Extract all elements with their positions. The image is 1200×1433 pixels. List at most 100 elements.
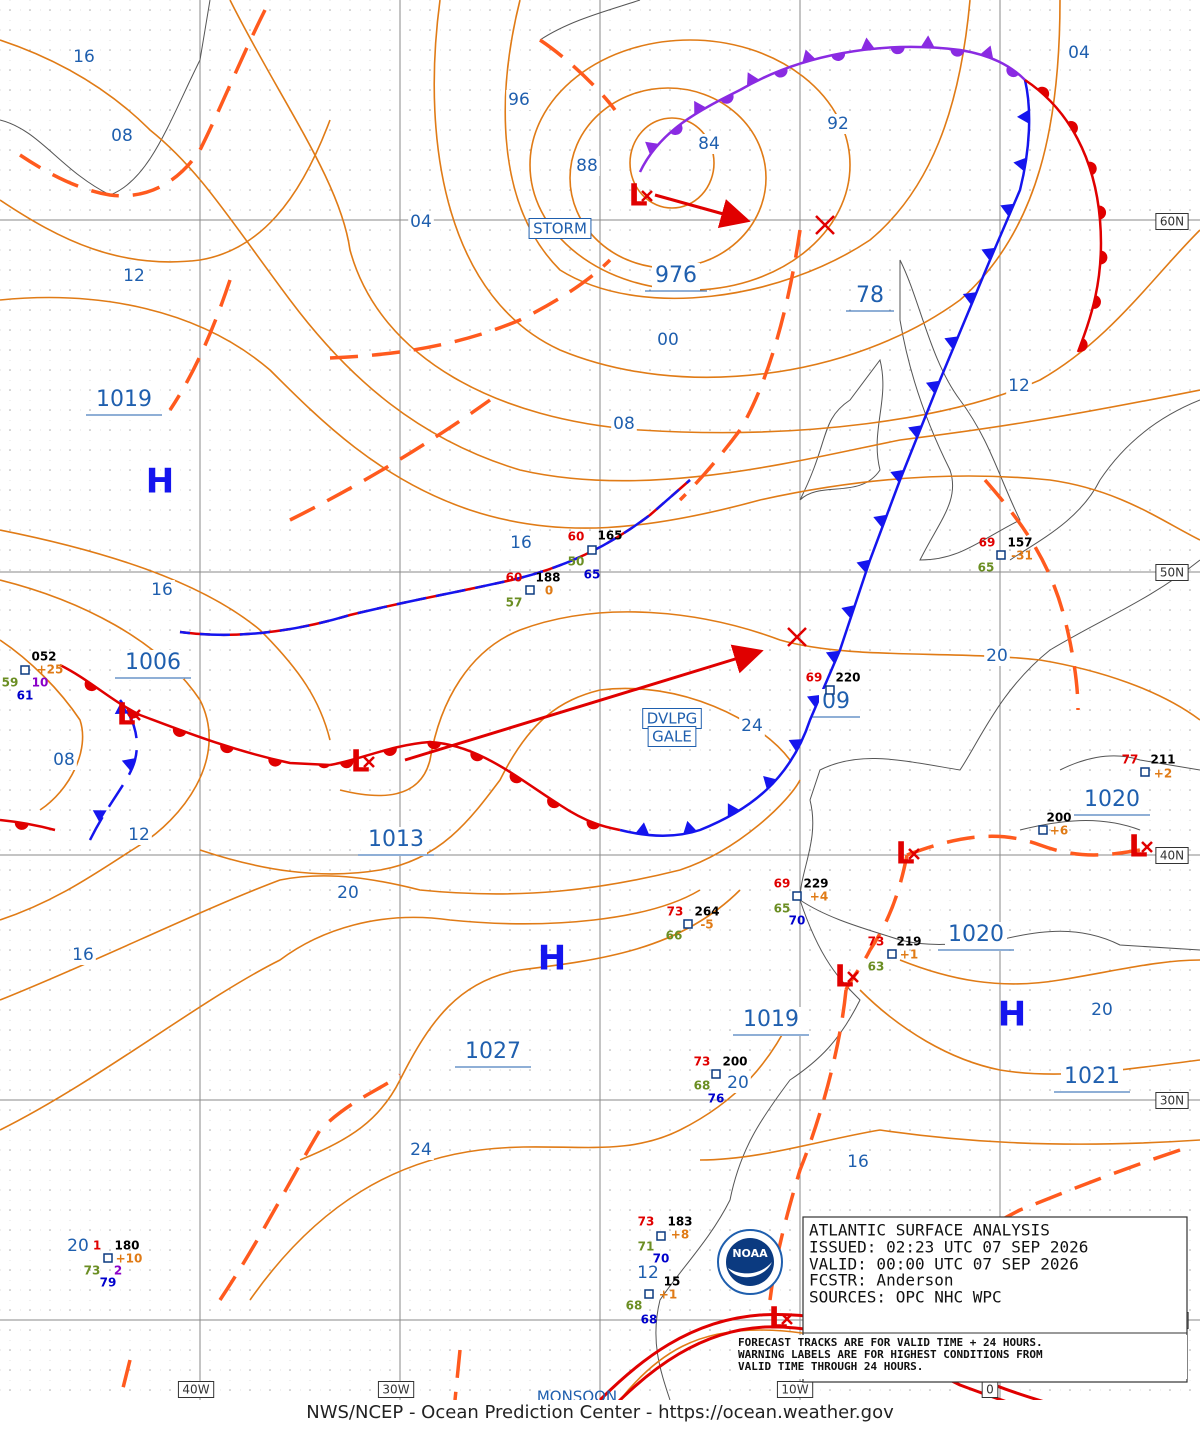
station-value: 73 [84,1264,101,1278]
isobar-label: 96 [508,90,530,110]
station-value: 70 [653,1252,670,1266]
station-value: 200 [722,1055,747,1069]
info-forecaster: FCSTR: Anderson [809,1271,954,1290]
station-value: 77 [1122,753,1139,767]
label-box [177,1381,215,1398]
front-triangle [788,739,803,752]
center-pressure: 1006 [125,650,181,675]
front-semicircle [339,759,354,769]
station-value: 73 [694,1055,711,1069]
info-issued: ISSUED: 02:23 UTC 07 SEP 2026 [809,1238,1088,1257]
graticule-label: 30N [1160,1094,1184,1108]
station-value: +4 [810,890,828,904]
label-bg [1006,376,1032,396]
front-triangle [841,605,855,619]
front-semicircle [890,47,905,55]
station-marker [792,891,802,901]
low-center: L [116,698,135,733]
label-bg [1066,43,1092,63]
station-value: 70 [789,914,806,928]
front-triangle [802,49,816,63]
low-x [781,1313,793,1325]
low-center: L [895,837,914,872]
label-bg [655,330,681,350]
front-semicircle [84,680,98,692]
label-bg [574,156,600,176]
isobar-label: 12 [637,1263,659,1283]
station-value: +6 [1050,824,1068,838]
station-marker [825,685,835,695]
isobar-label: 16 [151,580,173,600]
front-semicircle [547,797,560,809]
front-semicircle [317,764,330,769]
label-bg [121,266,147,286]
low-center: L [628,179,647,214]
station-value: 50 [568,555,585,569]
isobar-label: 84 [698,134,720,154]
label-bg [126,825,152,845]
isobar-label: 24 [410,1140,432,1160]
station-value: -5 [700,918,713,932]
station-marker [1140,767,1150,777]
isobar-label: 92 [827,114,849,134]
station-marker [887,949,897,959]
note-line: FORECAST TRACKS ARE FOR VALID TIME + 24 … [738,1336,1043,1349]
high-center: H [998,995,1026,1035]
label-bg [408,212,434,232]
low-center: L [768,1302,787,1337]
front-semicircle [586,820,601,830]
center-pressure: 1019 [96,387,152,412]
station-marker [644,1289,654,1299]
isobar-label: 16 [510,533,532,553]
isobar-label: 00 [657,330,679,350]
label-bg [71,47,97,67]
front-semicircle [670,123,683,136]
troughs [19,9,1181,1401]
front-triangle [635,822,650,836]
front-triangle [920,35,935,48]
center-pressure: 78 [856,283,884,308]
station-value: 220 [835,671,860,685]
station-value: 165 [597,529,622,543]
low-center: L [350,745,369,780]
graticule-label: 60N [1160,215,1184,229]
info-valid: VALID: 00:00 UTC 07 SEP 2026 [809,1255,1079,1274]
info-sources: SOURCES: OPC NHC WPC [809,1288,1002,1307]
station-value: 15 [664,1275,681,1289]
label-bg [51,750,77,770]
station-value: 65 [584,568,601,582]
isobar-label: 16 [72,945,94,965]
label-bg [122,650,184,679]
front-triangle [645,141,659,155]
logo-text: NOAA [732,1247,768,1260]
station-marker [656,1231,666,1241]
label-box [647,726,697,747]
isobar-label: 24 [741,716,763,736]
label-bg [408,1140,434,1160]
station-value: 219 [896,935,921,949]
label-bg [696,134,722,154]
front-triangle [856,559,871,573]
station-marker [683,919,693,929]
front-semicircle [1037,86,1050,99]
low-x [847,971,859,983]
station-value: 200 [1046,811,1071,825]
label-bg [725,1073,751,1093]
station-value: 157 [1007,536,1032,550]
front-semicircle [831,52,846,61]
front-triangle [944,336,959,350]
label-bg [611,414,637,434]
label-bg [945,922,1007,951]
front-semicircle [172,727,187,737]
isobar-label: 12 [1008,376,1030,396]
isobar-label: 12 [128,825,150,845]
label-bg [853,283,887,312]
station-value: 68 [641,1313,658,1327]
station-value: 79 [100,1276,117,1290]
station-value: 59 [2,676,19,690]
station-value: 60 [506,571,523,585]
graticule-label: 30W [382,1383,409,1397]
station-value: 211 [1150,753,1175,767]
front-semicircle [720,93,734,104]
label-bg [506,90,532,110]
